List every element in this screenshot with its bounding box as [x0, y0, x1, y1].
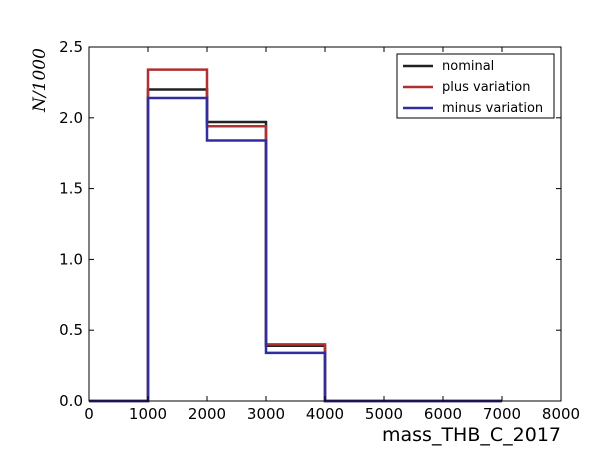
legend: nominal plus variation minus variation [396, 53, 555, 119]
y-axis-label: N/1000 [30, 48, 50, 113]
legend-label: plus variation [442, 80, 531, 95]
x-tick-label: 8000 [542, 405, 580, 423]
legend-label: nominal [442, 59, 494, 74]
y-tick-label: 0.5 [59, 321, 83, 339]
x-tick-label: 1000 [129, 405, 167, 423]
legend-label: minus variation [442, 101, 543, 116]
x-tick-label: 7000 [483, 405, 521, 423]
x-tick-label: 6000 [424, 405, 462, 423]
ticks-layer: 0 1000 2000 3000 4000 5000 6000 7000 8000 0.0 0.5 1… [59, 38, 580, 423]
x-tick-label: 2000 [188, 405, 226, 423]
y-tick-label: 1.0 [59, 250, 83, 268]
x-axis-label: mass_THB_C_2017 [382, 424, 561, 446]
x-tick-label: 5000 [365, 405, 403, 423]
y-tick-label: 2.0 [59, 109, 83, 127]
x-tick-label: 3000 [247, 405, 285, 423]
y-tick-label: 2.5 [59, 38, 83, 56]
x-tick-label: 0 [84, 405, 94, 423]
y-tick-label: 1.5 [59, 180, 83, 198]
x-tick-label: 4000 [306, 405, 344, 423]
y-tick-label: 0.0 [59, 392, 83, 410]
